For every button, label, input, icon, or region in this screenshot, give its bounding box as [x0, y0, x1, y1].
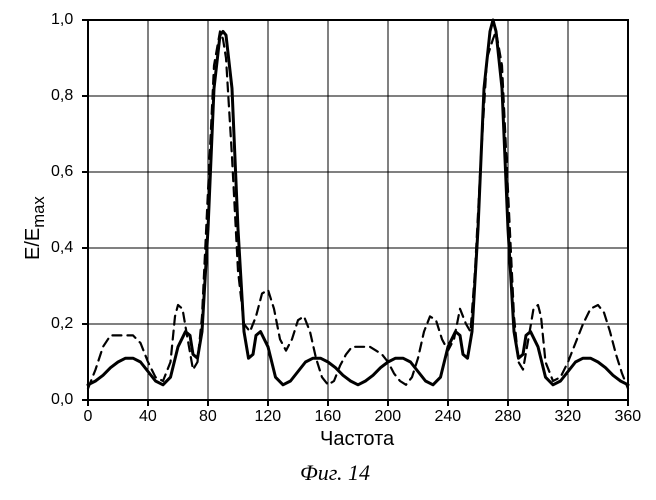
x-tick-label: 160: [315, 408, 342, 426]
x-tick-label: 320: [555, 408, 582, 426]
y-tick-label: 0,0: [51, 391, 78, 409]
x-tick-label: 200: [375, 408, 402, 426]
x-tick-label: 0: [84, 408, 93, 426]
y-tick-label: 1,0: [51, 11, 78, 29]
x-tick-label: 120: [255, 408, 282, 426]
y-axis-label: E/Emax: [22, 196, 49, 260]
x-tick-label: 80: [199, 408, 217, 426]
x-tick-label: 280: [495, 408, 522, 426]
x-axis-label: Частота: [320, 428, 394, 451]
y-tick-label: 0,2: [51, 315, 78, 333]
y-tick-label: 0,4: [51, 239, 78, 257]
x-tick-label: 240: [435, 408, 462, 426]
x-tick-label: 40: [139, 408, 157, 426]
x-tick-label: 360: [615, 408, 642, 426]
figure-caption: Фиг. 14: [300, 460, 370, 486]
y-tick-label: 0,6: [51, 163, 78, 181]
y-tick-label: 0,8: [51, 87, 78, 105]
